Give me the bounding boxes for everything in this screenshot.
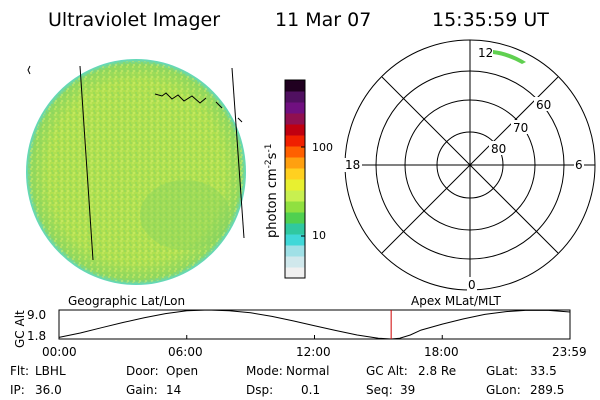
colorbar — [284, 79, 306, 279]
mlt-12-bg — [478, 45, 492, 59]
orbit-xticks — [58, 335, 571, 339]
info-ip-value: 36.0 — [35, 383, 62, 397]
info-gcalt-value: 2.8 Re — [418, 364, 456, 378]
date-label: 11 Mar 07 — [275, 9, 371, 31]
info-flt-label: Flt: — [10, 364, 29, 378]
colorbar-swatch — [285, 157, 305, 169]
colorbar-swatch — [285, 234, 305, 246]
time-label: 15:35:59 UT — [432, 9, 549, 31]
info-table: Flt: LBHL Door: Open Mode: Normal GC Alt… — [10, 364, 564, 397]
colorbar-unit-label: photon cm-2s-1 — [264, 144, 280, 238]
geographic-panel — [26, 59, 246, 285]
mlt-6-bg — [574, 158, 584, 172]
colorbar-swatch — [285, 168, 305, 180]
orbit-ytick-low: 1.8 — [27, 329, 46, 343]
colorbar-swatch — [285, 267, 305, 279]
colorbar-swatch — [285, 91, 305, 103]
colorbar-tick-10: 10 — [312, 229, 326, 242]
colorbar-swatch — [285, 179, 305, 191]
coastline-outline — [154, 92, 243, 123]
info-mode-label: Mode: — [246, 364, 283, 378]
info-gain-value: 14 — [166, 383, 181, 397]
meridian-line-east — [231, 67, 245, 239]
disk-texture — [28, 61, 244, 283]
info-dsp-label: Dsp: — [246, 383, 273, 397]
polar-diagonal-2 — [381, 76, 559, 254]
instrument-title: Ultraviolet Imager — [48, 9, 220, 31]
info-gain-label: Gain: — [126, 383, 158, 397]
colorbar-frame — [284, 79, 306, 279]
mlat-label-60: 60 — [536, 98, 551, 112]
info-seq-label: Seq: — [366, 383, 393, 397]
orbit-plot-frame — [58, 309, 571, 340]
info-ip-label: IP: — [10, 383, 25, 397]
geographic-label: Geographic Lat/Lon — [68, 294, 185, 308]
orbit-ytick-high: 9.0 — [27, 308, 46, 322]
coastline-fragment — [27, 65, 31, 75]
mlat-80-bg — [489, 141, 509, 155]
mlt-label-12: 12 — [478, 46, 493, 60]
colorbar-swatch — [285, 146, 305, 158]
info-glon-value: 289.5 — [530, 383, 564, 397]
colorbar-swatch — [285, 212, 305, 224]
colorbar-swatch — [285, 124, 305, 136]
colorbar-swatch — [285, 245, 305, 257]
colorbar-swatch — [285, 113, 305, 125]
meridian-line-west — [79, 65, 94, 261]
info-glat-value: 33.5 — [530, 364, 557, 378]
mlt-label-18: 18 — [345, 158, 360, 172]
polar-plot: 12 18 6 0 60 70 80 — [344, 39, 596, 292]
colorbar-swatch — [285, 190, 305, 202]
info-gcalt-label: GC Alt: — [366, 364, 408, 378]
colorbar-swatch — [285, 135, 305, 147]
orbit-xtick-1200: 12:00 — [296, 345, 331, 359]
colorbar-swatch — [285, 256, 305, 268]
orbit-xtick-1800: 18:00 — [424, 345, 459, 359]
orbit-plot: GC Alt 9.0 1.8 00:00 06:00 12:00 18:00 2… — [13, 308, 587, 359]
mlat-label-80: 80 — [491, 142, 506, 156]
mlt-label-0: 0 — [468, 278, 476, 292]
colorbar-swatch — [285, 201, 305, 213]
apex-label: Apex MLat/MLT — [411, 294, 501, 308]
dim-region — [140, 180, 230, 250]
info-dsp-value: 0.1 — [301, 383, 320, 397]
mlt-0-bg — [467, 277, 477, 291]
colorbar-swatch — [285, 80, 305, 92]
info-mode-value: Normal — [286, 364, 329, 378]
mlat-70-bg — [511, 120, 531, 134]
colorbar-tick-100: 100 — [312, 141, 333, 154]
orbit-xtick-0000: 00:00 — [42, 345, 77, 359]
orbit-xtick-0600: 06:00 — [168, 345, 203, 359]
orbit-ylabel: GC Alt — [13, 310, 27, 348]
orbit-xtick-2359: 23:59 — [552, 345, 587, 359]
mlt-label-6: 6 — [575, 158, 583, 172]
mlat-60-bg — [534, 97, 554, 111]
info-glat-label: GLat: — [486, 364, 518, 378]
aurora-patch — [493, 50, 526, 64]
info-door-label: Door: — [126, 364, 159, 378]
info-flt-value: LBHL — [35, 364, 66, 378]
info-seq-value: 39 — [400, 383, 415, 397]
colorbar-swatch — [285, 223, 305, 235]
info-door-value: Open — [166, 364, 198, 378]
colorbar-swatch — [285, 102, 305, 114]
mlt-18-bg — [344, 158, 362, 172]
orbit-altitude-line — [58, 309, 571, 340]
mlat-label-70: 70 — [513, 121, 528, 135]
info-glon-label: GLon: — [486, 383, 521, 397]
